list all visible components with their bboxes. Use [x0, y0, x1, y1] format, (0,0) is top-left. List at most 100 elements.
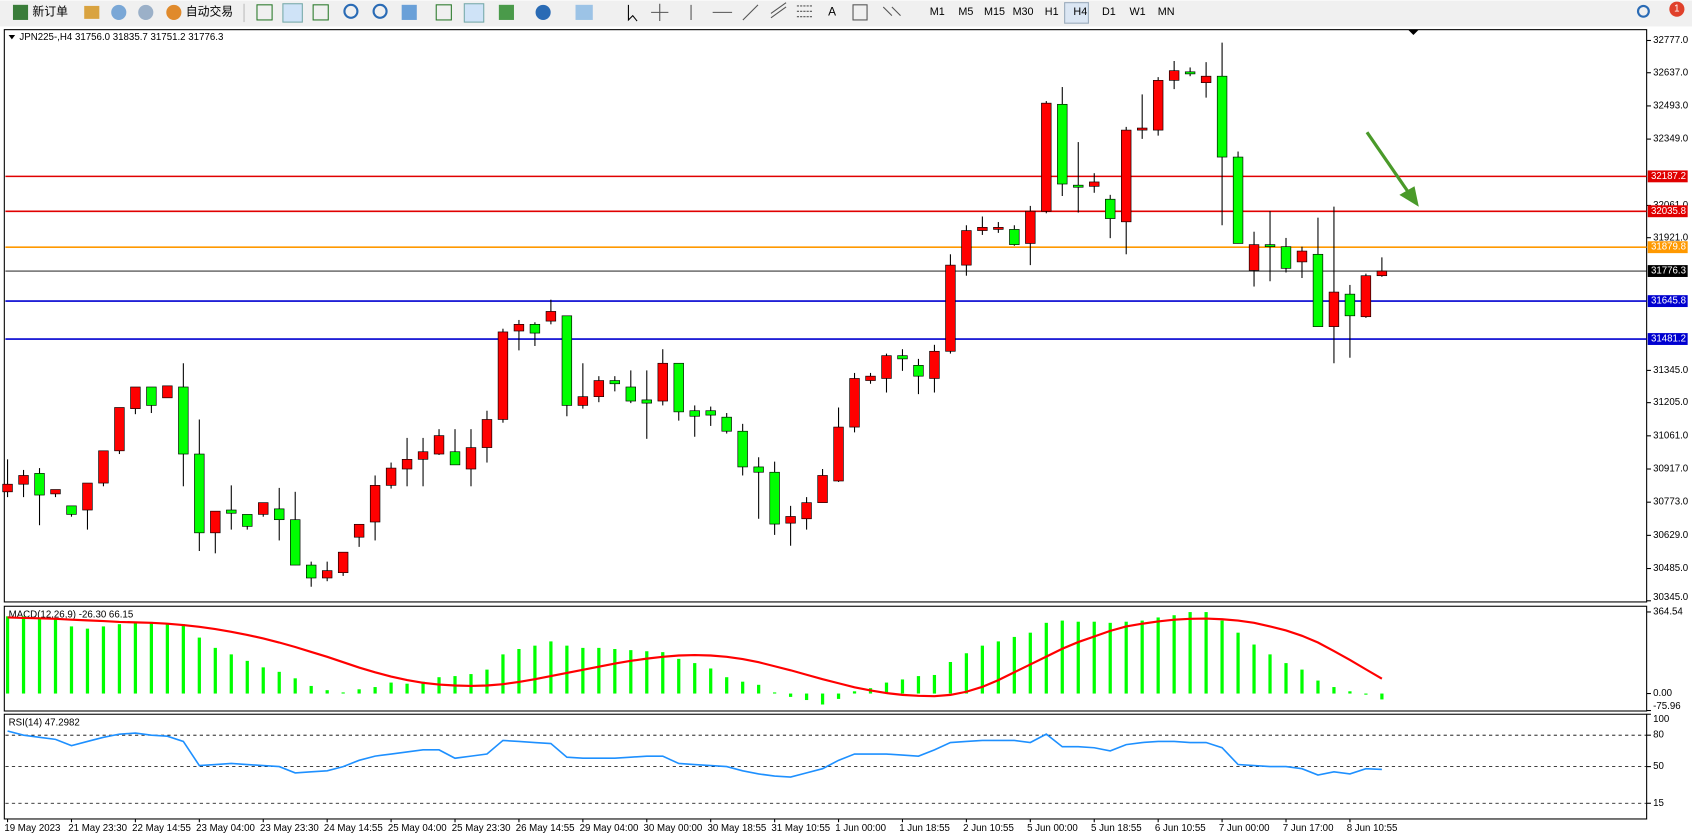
y-tick-label: 30917.0: [1653, 464, 1689, 475]
candle-body: [577, 396, 589, 406]
macd-bar: [325, 690, 329, 694]
line-chart-tool[interactable]: [312, 4, 329, 21]
y-tick-label: 80: [1653, 730, 1664, 741]
x-tick-label: 30 May 00:00: [644, 823, 703, 834]
x-tick-label: 19 May 2023: [4, 823, 60, 834]
macd-bar: [229, 654, 233, 694]
active-timeframe: [1064, 2, 1089, 24]
timeframe-button[interactable]: M1: [930, 6, 945, 18]
pane-menu: [8, 35, 16, 40]
timeframe-button[interactable]: W1: [1129, 6, 1145, 18]
macd-pane: [3, 605, 1648, 712]
candle-body: [705, 410, 716, 416]
zoom-out[interactable]: [372, 3, 388, 19]
toolbar-icon[interactable]: [84, 5, 100, 19]
toolbar-icon[interactable]: [111, 4, 127, 20]
candle-body: [1200, 75, 1212, 83]
arrows-tool[interactable]: [882, 6, 901, 17]
auto-trading-icon[interactable]: [166, 4, 182, 20]
candle-body: [721, 416, 732, 432]
periods[interactable]: [535, 4, 551, 20]
crosshair-tool[interactable]: [651, 3, 669, 22]
candle-body: [817, 475, 828, 503]
templates[interactable]: [575, 4, 593, 20]
timeframe-button[interactable]: MN: [1158, 6, 1175, 18]
candle-body: [210, 510, 221, 534]
chart-header: JPN225-,H4 31756.0 31835.7 31751.2 31776…: [19, 32, 223, 43]
new-order-icon[interactable]: [12, 4, 29, 20]
candle-body: [274, 508, 285, 521]
line-tools[interactable]: [690, 4, 759, 21]
timeframe-button[interactable]: M15: [984, 6, 1005, 18]
candle-body: [290, 519, 301, 566]
timeframe-button[interactable]: H1: [1045, 6, 1059, 18]
candle-body: [417, 451, 429, 460]
x-tick-label: 1 Jun 00:00: [835, 823, 886, 834]
timeframe-button[interactable]: H4: [1073, 6, 1087, 18]
zoom-in[interactable]: [343, 3, 359, 19]
fibo-tool[interactable]: [796, 5, 812, 18]
macd-bar: [277, 671, 281, 694]
label-tool[interactable]: [852, 4, 868, 21]
tile-windows[interactable]: [401, 4, 417, 20]
new-order-button[interactable]: 新订单: [32, 5, 68, 19]
candle-body: [1232, 156, 1244, 244]
search[interactable]: [1636, 4, 1650, 18]
candle-chart-tool[interactable]: [282, 3, 303, 23]
candle-body: [130, 386, 141, 409]
timeframe-button[interactable]: M5: [958, 6, 973, 18]
indicators[interactable]: [498, 4, 514, 20]
candle-body: [146, 386, 157, 406]
candle-body: [401, 459, 413, 470]
auto-trading-button[interactable]: 自动交易: [186, 5, 233, 19]
macd-bar: [1284, 663, 1288, 694]
candle-body: [961, 230, 972, 266]
macd-bar: [1124, 621, 1128, 694]
macd-bar: [693, 663, 697, 694]
text-tool[interactable]: A: [828, 5, 836, 19]
candle-body: [1328, 291, 1340, 327]
macd-bar: [133, 623, 138, 694]
candle-body: [945, 264, 956, 352]
macd-bar: [565, 645, 569, 694]
auto-scroll[interactable]: [435, 4, 452, 21]
macd-bar: [293, 678, 297, 694]
candle-body: [226, 509, 237, 514]
candle-body: [753, 466, 764, 473]
x-tick-label: 29 May 04:00: [580, 823, 639, 834]
candle-body: [897, 355, 908, 360]
toolbar-icon[interactable]: [138, 4, 154, 20]
chart-shift[interactable]: [463, 3, 485, 23]
x-tick-label: 25 May 04:00: [388, 823, 447, 834]
toolbar: [0, 0, 1692, 27]
candle-body: [561, 315, 573, 406]
candle-body: [545, 311, 557, 322]
candle-body: [66, 505, 77, 515]
x-tick-label: 5 Jun 18:55: [1091, 823, 1142, 834]
cursor-tool[interactable]: [627, 4, 638, 22]
level-label: 31481.2: [1651, 334, 1686, 345]
y-tick-label: 31921.0: [1653, 232, 1689, 243]
notification-badge[interactable]: [1669, 1, 1685, 17]
y-tick-label: 30773.0: [1653, 497, 1689, 508]
x-tick-label: 24 May 14:55: [324, 823, 383, 834]
timeframe-button[interactable]: M30: [1013, 6, 1034, 18]
macd-bar: [1172, 615, 1176, 694]
macd-bar: [932, 674, 937, 694]
bid-label: 31776.3: [1651, 266, 1686, 277]
macd-bar: [1316, 680, 1320, 694]
channel-tool[interactable]: [770, 2, 787, 19]
timeframe-button[interactable]: D1: [1102, 6, 1116, 18]
macd-bar: [245, 660, 249, 694]
candle-body: [465, 447, 477, 470]
candle-body: [1184, 71, 1196, 75]
bid-tag: [1647, 265, 1688, 277]
bar-chart-tool[interactable]: [256, 4, 273, 21]
x-tick-label: 30 May 18:55: [707, 823, 766, 834]
macd-bar: [5, 616, 10, 694]
macd-bar: [69, 626, 74, 694]
candle-body: [801, 502, 812, 520]
macd-bar: [725, 677, 729, 694]
macd-bar: [1220, 620, 1224, 694]
